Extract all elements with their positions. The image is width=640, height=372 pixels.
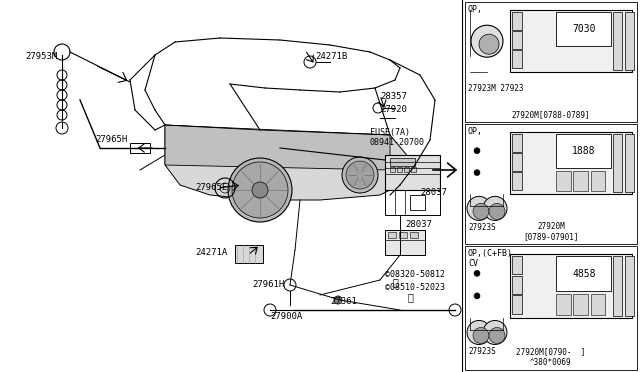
Circle shape [467, 196, 491, 220]
Bar [385, 190, 440, 215]
Bar [512, 276, 522, 294]
Bar [385, 230, 425, 255]
Bar [625, 12, 634, 70]
Text: OP,(C+FB)
CV: OP,(C+FB) CV [468, 249, 513, 269]
Circle shape [474, 170, 480, 176]
Text: ©08510-52023: ©08510-52023 [385, 283, 445, 292]
Bar [556, 134, 611, 168]
Bar [411, 167, 416, 172]
Bar [510, 10, 632, 73]
Text: 27920: 27920 [380, 105, 407, 114]
Circle shape [473, 327, 489, 343]
Text: 28357: 28357 [380, 92, 407, 101]
Text: 1888: 1888 [572, 146, 596, 156]
Circle shape [489, 203, 505, 219]
Text: 24271B: 24271B [315, 52, 348, 61]
Text: 27965E: 27965E [195, 183, 227, 192]
Bar [591, 294, 605, 315]
Text: 4858: 4858 [572, 269, 596, 279]
Circle shape [467, 321, 491, 344]
Bar [410, 195, 425, 210]
Bar [512, 31, 522, 49]
Bar [510, 254, 632, 318]
Bar [512, 172, 522, 190]
Bar [591, 171, 605, 191]
Bar [512, 12, 522, 30]
Circle shape [346, 161, 374, 189]
Text: 27961H: 27961H [252, 280, 284, 289]
Polygon shape [165, 125, 415, 200]
Text: 27965H: 27965H [95, 135, 127, 144]
Bar [573, 171, 588, 191]
Bar [556, 294, 571, 315]
Text: Ⓢ: Ⓢ [392, 277, 398, 287]
Circle shape [489, 327, 505, 343]
Text: 27900A: 27900A [270, 312, 302, 321]
Bar [390, 158, 415, 166]
Text: 27923S: 27923S [468, 224, 496, 232]
Bar [512, 153, 522, 171]
Circle shape [474, 293, 480, 299]
Circle shape [334, 296, 342, 304]
Text: Ⓢ: Ⓢ [407, 292, 413, 302]
Bar [512, 295, 522, 314]
Bar [397, 167, 402, 172]
Text: 27923S: 27923S [468, 347, 496, 356]
Circle shape [483, 321, 507, 344]
Bar [556, 256, 611, 292]
Bar [556, 171, 571, 191]
Text: OP,: OP, [468, 5, 483, 14]
Bar [465, 2, 637, 122]
Text: 08941-20700: 08941-20700 [370, 138, 425, 147]
Polygon shape [165, 125, 390, 170]
Circle shape [474, 148, 480, 154]
Bar [625, 134, 634, 192]
Bar [613, 134, 622, 192]
Bar [512, 50, 522, 68]
Text: ©08320-50812: ©08320-50812 [385, 270, 445, 279]
Text: 27361: 27361 [330, 297, 357, 306]
Circle shape [232, 162, 288, 218]
Circle shape [473, 203, 489, 219]
Circle shape [471, 25, 503, 57]
Bar [235, 245, 263, 263]
Bar [512, 256, 522, 275]
Circle shape [483, 196, 507, 220]
Bar [462, 0, 640, 372]
Bar [573, 294, 588, 315]
Bar [556, 12, 611, 46]
Circle shape [474, 270, 480, 276]
Text: 27920M[0788-0789]: 27920M[0788-0789] [512, 110, 590, 119]
Bar [390, 167, 395, 172]
Text: 27920M[0790-  ]
^380*0069: 27920M[0790- ] ^380*0069 [516, 347, 586, 367]
Bar [404, 167, 409, 172]
Bar [465, 124, 637, 244]
Circle shape [479, 34, 499, 54]
Bar [510, 132, 632, 195]
Bar [399, 232, 407, 238]
Text: 28037: 28037 [420, 188, 447, 197]
Bar [410, 232, 418, 238]
Bar [613, 256, 622, 317]
Text: OP,: OP, [468, 127, 483, 136]
Text: 24271A: 24271A [195, 248, 227, 257]
Text: 7030: 7030 [572, 24, 596, 34]
Bar [385, 155, 440, 190]
Bar [130, 143, 150, 153]
Bar [465, 246, 637, 370]
Bar [625, 256, 634, 317]
Circle shape [342, 157, 378, 193]
Bar [613, 12, 622, 70]
Text: 27953M: 27953M [25, 52, 57, 61]
Text: 27923M 27923: 27923M 27923 [468, 84, 524, 93]
Text: FUSE(7A): FUSE(7A) [370, 128, 410, 137]
Bar [388, 232, 396, 238]
Circle shape [252, 182, 268, 198]
Bar [512, 134, 522, 152]
Circle shape [228, 158, 292, 222]
Text: 27920M
[0789-07901]: 27920M [0789-07901] [524, 222, 579, 241]
Text: 28037: 28037 [405, 220, 432, 229]
